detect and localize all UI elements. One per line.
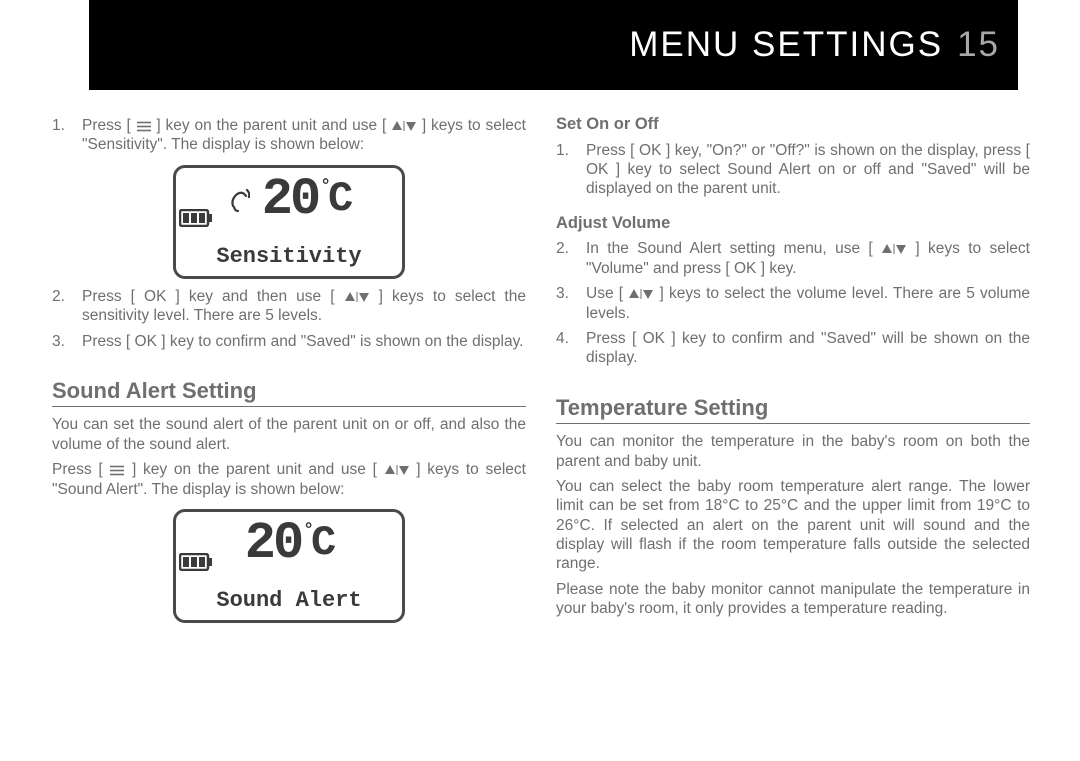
step-text: In the Sound Alert setting menu, use [ ]… bbox=[586, 239, 1030, 278]
battery-icon bbox=[179, 209, 213, 227]
step-number: 2. bbox=[52, 287, 68, 326]
temperature-p1: You can monitor the temperature in the b… bbox=[556, 432, 1030, 471]
battery-icon bbox=[179, 553, 213, 571]
step-number: 4. bbox=[556, 329, 572, 368]
menu-icon bbox=[136, 121, 152, 132]
lcd-top-row: 20°C bbox=[186, 174, 392, 226]
step-3: 3. Press [ OK ] key to confirm and "Save… bbox=[52, 332, 526, 351]
step-number: 2. bbox=[556, 239, 572, 278]
sound-alert-intro: You can set the sound alert of the paren… bbox=[52, 415, 526, 454]
step-2: 2. In the Sound Alert setting menu, use … bbox=[556, 239, 1030, 278]
menu-icon bbox=[109, 465, 125, 476]
degree-icon: ° bbox=[303, 522, 311, 540]
step-text: Press [ OK ] key to confirm and "Saved" … bbox=[82, 332, 526, 351]
ear-icon bbox=[228, 187, 250, 213]
lcd-temp: 20°C bbox=[262, 174, 350, 226]
header-title: MENU SETTINGS bbox=[629, 25, 943, 65]
sound-alert-step: Press [ ] key on the parent unit and use… bbox=[52, 460, 526, 499]
step-text: Use [ ] keys to select the volume level.… bbox=[586, 284, 1030, 323]
left-column: 1. Press [ ] key on the parent unit and … bbox=[52, 110, 526, 631]
up-down-icon bbox=[628, 288, 654, 300]
step-text: Press [ OK ] key to confirm and "Saved" … bbox=[586, 329, 1030, 368]
up-down-icon bbox=[384, 464, 410, 476]
up-down-icon bbox=[881, 243, 907, 255]
set-on-off-steps: 1. Press [ OK ] key, "On?" or "Off?" is … bbox=[556, 141, 1030, 199]
lcd-sound-alert: 20°C Sound Alert bbox=[173, 509, 405, 623]
step-text: Press [ OK ] key and then use [ ] keys t… bbox=[82, 287, 526, 326]
sound-alert-title: Sound Alert Setting bbox=[52, 377, 526, 405]
divider bbox=[52, 406, 526, 407]
step-1: 1. Press [ ] key on the parent unit and … bbox=[52, 116, 526, 155]
step-3: 3. Use [ ] keys to select the volume lev… bbox=[556, 284, 1030, 323]
adjust-volume-title: Adjust Volume bbox=[556, 213, 1030, 234]
up-down-icon bbox=[344, 291, 370, 303]
lcd-top-row: 20°C bbox=[186, 518, 392, 570]
step-number: 1. bbox=[52, 116, 68, 155]
step-text: Press [ OK ] key, "On?" or "Off?" is sho… bbox=[586, 141, 1030, 199]
step-2: 2. Press [ OK ] key and then use [ ] key… bbox=[52, 287, 526, 326]
temperature-p2: You can select the baby room temperature… bbox=[556, 477, 1030, 574]
temperature-p3: Please note the baby monitor cannot mani… bbox=[556, 580, 1030, 619]
sensitivity-steps: 1. Press [ ] key on the parent unit and … bbox=[52, 116, 526, 155]
step-number: 1. bbox=[556, 141, 572, 199]
step-1: 1. Press [ OK ] key, "On?" or "Off?" is … bbox=[556, 141, 1030, 199]
page-header: MENU SETTINGS 15 bbox=[89, 0, 1018, 90]
step-text: Press [ ] key on the parent unit and use… bbox=[82, 116, 526, 155]
set-on-off-title: Set On or Off bbox=[556, 114, 1030, 135]
step-4: 4. Press [ OK ] key to confirm and "Save… bbox=[556, 329, 1030, 368]
divider bbox=[556, 423, 1030, 424]
header-page-number: 15 bbox=[957, 25, 1000, 65]
degree-icon: ° bbox=[320, 178, 328, 196]
step-number: 3. bbox=[556, 284, 572, 323]
temperature-title: Temperature Setting bbox=[556, 394, 1030, 422]
up-down-icon bbox=[391, 120, 417, 132]
step-number: 3. bbox=[52, 332, 68, 351]
sensitivity-steps-cont: 2. Press [ OK ] key and then use [ ] key… bbox=[52, 287, 526, 351]
lcd-label: Sensitivity bbox=[216, 246, 361, 272]
right-column: Set On or Off 1. Press [ OK ] key, "On?"… bbox=[556, 110, 1030, 619]
lcd-sensitivity: 20°C Sensitivity bbox=[173, 165, 405, 279]
adjust-volume-steps: 2. In the Sound Alert setting menu, use … bbox=[556, 239, 1030, 367]
lcd-temp: 20°C bbox=[245, 518, 333, 570]
lcd-label: Sound Alert bbox=[216, 590, 361, 616]
